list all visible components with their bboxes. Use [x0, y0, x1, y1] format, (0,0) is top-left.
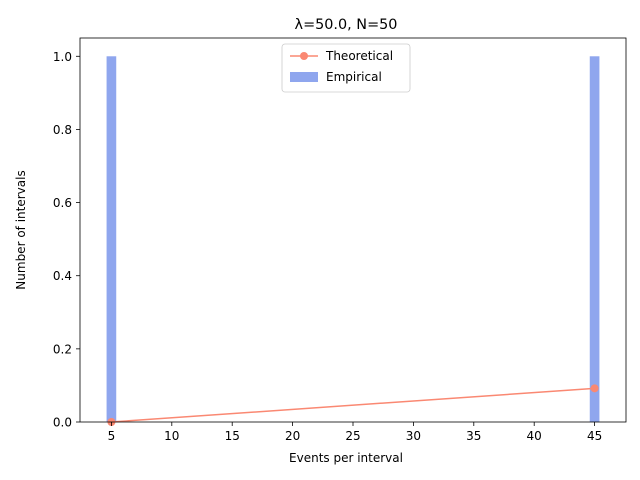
y-tick-label: 0.2: [53, 342, 72, 356]
plot-marks: [106, 56, 600, 426]
x-tick-label: 10: [164, 429, 179, 443]
bar-empirical-45: [589, 56, 600, 423]
x-axis: 5 10 15 20 25 30 35 40 45: [108, 422, 602, 443]
legend-swatch-empirical: [290, 72, 318, 82]
chart-title: λ=50.0, N=50: [295, 17, 398, 33]
legend-label-empirical: Empirical: [326, 70, 382, 84]
point-theoretical-45: [590, 384, 599, 393]
x-tick-label: 30: [406, 429, 421, 443]
x-tick-label: 15: [225, 429, 240, 443]
legend-marker-theoretical: [300, 52, 308, 60]
x-axis-label: Events per interval: [289, 451, 403, 465]
bar-empirical-5: [106, 56, 117, 423]
x-tick-label: 5: [108, 429, 116, 443]
y-tick-label: 1.0: [53, 50, 72, 64]
y-tick-label: 0.8: [53, 123, 72, 137]
y-axis: 0.0 0.2 0.4 0.6 0.8 1.0: [53, 50, 80, 430]
y-tick-label: 0.6: [53, 196, 72, 210]
x-tick-label: 25: [345, 429, 360, 443]
x-tick-label: 35: [466, 429, 481, 443]
y-tick-label: 0.0: [53, 416, 72, 430]
y-tick-label: 0.4: [53, 269, 72, 283]
x-tick-label: 40: [527, 429, 542, 443]
y-axis-label: Number of intervals: [14, 170, 28, 289]
legend: Theoretical Empirical: [281, 43, 411, 93]
legend-label-theoretical: Theoretical: [325, 49, 393, 63]
line-theoretical: [111, 387, 595, 423]
x-tick-label: 45: [587, 429, 602, 443]
x-tick-label: 20: [285, 429, 300, 443]
